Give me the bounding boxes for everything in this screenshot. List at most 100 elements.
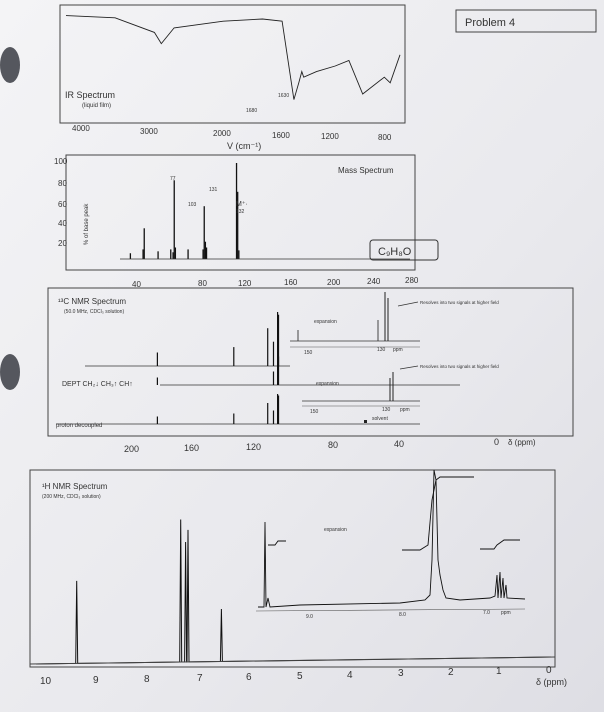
h1-expansion-integral-2 <box>402 476 474 551</box>
c13-x-tick: 0 <box>494 437 499 447</box>
c13-x-tick: 80 <box>328 440 338 450</box>
ir-peak-label-1680: 1680 <box>246 108 257 114</box>
c13-nmr-spectrum: ¹³C NMR Spectrum (50.0 MHz, CDCl₃ soluti… <box>47 287 574 454</box>
c13-x-tick: 200 <box>124 444 139 454</box>
resolves-note-dept: Resolves into two signals at higher fiel… <box>420 364 499 369</box>
binder-hole <box>0 47 20 83</box>
solvent-label: solvent <box>372 416 388 422</box>
h1-expansion-trace <box>258 469 526 608</box>
ms-x-tick: 160 <box>284 278 298 287</box>
c13-dept-peaks <box>156 355 280 385</box>
c13-expansion-dept: expansion 150 130 ppm <box>302 372 420 415</box>
ms-y-tick: 20 <box>58 239 67 248</box>
ir-x-tick: 3000 <box>140 127 158 136</box>
ir-x-tick: 800 <box>378 133 392 142</box>
c13-x-unit: δ (ppm) <box>508 438 536 447</box>
ms-x-tick: 40 <box>132 280 141 289</box>
ms-y-label: % of base peak <box>84 203 90 245</box>
ir-title: IR Spectrum <box>65 90 115 100</box>
ir-subtitle: (liquid film) <box>82 103 111 109</box>
problem-box: Problem 4 <box>455 9 597 33</box>
resolves-arrow-dept <box>399 365 419 370</box>
h1-expansion-label: expansion <box>324 527 347 533</box>
ir-x-tick: 1200 <box>321 132 339 141</box>
c13-dept-expansion-tick: 130 <box>382 407 391 413</box>
solvent-mark <box>364 420 367 423</box>
ms-x-tick: 80 <box>198 279 207 288</box>
h1-x-tick: 8 <box>144 674 150 685</box>
ms-x-tick: 200 <box>327 278 341 287</box>
resolves-note-line: Resolves into two signals at higher fiel… <box>420 300 499 305</box>
resolves-arrow <box>397 301 419 307</box>
ms-y-tick: 40 <box>58 219 67 228</box>
h1-x-tick: 4 <box>347 670 353 681</box>
ir-trace <box>65 15 401 100</box>
c13-expansion-tick: ppm <box>393 347 403 353</box>
ir-x-tick: 2000 <box>213 129 231 138</box>
c13-dept-expansion-tick: 150 <box>310 409 319 415</box>
h1-expansion-tick: 7.0 <box>483 610 490 616</box>
c13-bottom-peaks <box>156 394 280 424</box>
c13-title: ¹³C NMR Spectrum <box>58 297 126 306</box>
h1-x-tick: 2 <box>448 667 454 678</box>
h1-trace <box>35 519 552 665</box>
c13-x-tick: 120 <box>246 442 261 452</box>
c13-subtitle: (50.0 MHz, CDCl₃ solution) <box>64 309 124 315</box>
ms-x-tick: 120 <box>238 279 252 288</box>
molecular-formula: C₉H₈O <box>378 246 412 258</box>
ir-x-tick: 4000 <box>72 124 90 133</box>
h1-expansion-tick: 8.0 <box>399 612 406 618</box>
h1-expansion-axis <box>255 608 526 612</box>
h1-expansion: expansion 9.0 8.0 7.0 ppm <box>255 469 526 620</box>
h1-x-tick: 9 <box>93 675 99 686</box>
h1-expansion-tick: 9.0 <box>306 614 313 620</box>
h1-x-tick: 3 <box>398 668 404 679</box>
h1-x-tick: 10 <box>40 676 52 687</box>
h1-x-tick: 5 <box>297 671 303 682</box>
h1-subtitle: (200 MHz, CDCl₃ solution) <box>42 494 101 500</box>
ms-peak-label-132: 132 <box>236 209 245 215</box>
c13-x-tick: 40 <box>394 439 404 449</box>
c13-expansion-tick: 150 <box>304 350 313 356</box>
h1-expansion-integral-3 <box>480 539 520 550</box>
ms-frame <box>65 154 416 271</box>
ms-peak-label-77: 77 <box>170 176 176 182</box>
h1-x-tick: 1 <box>496 666 502 677</box>
ms-x-tick: 240 <box>367 277 381 286</box>
proton-decoupled-label: proton decoupled <box>56 423 102 429</box>
c13-expansion-top: expansion 150 130 ppm <box>290 292 420 356</box>
c13-dept-expansion-tick: ppm <box>400 407 410 413</box>
ms-x-tick: 280 <box>405 276 419 285</box>
ms-title: Mass Spectrum <box>338 166 394 175</box>
h1-x-axis <box>29 656 556 665</box>
h1-frame <box>29 469 556 668</box>
ms-peak-label-131: 131 <box>209 187 218 193</box>
h1-x-tick: 7 <box>197 673 203 684</box>
h1-expansion-tick: ppm <box>501 610 511 616</box>
c13-dept-expansion-label: expansion <box>316 381 339 387</box>
problem-label: Problem 4 <box>465 17 515 29</box>
ms-y-tick: 100 <box>54 157 68 166</box>
molecular-formula-box: C₉H₈O <box>369 239 439 261</box>
h1-expansion-integral-1 <box>268 540 286 546</box>
ir-x-tick: 1600 <box>272 131 290 140</box>
h1-x-tick: 0 <box>546 665 552 676</box>
ms-peak-label-103: 103 <box>188 202 197 208</box>
ir-peak-label-1630: 1630 <box>278 93 289 99</box>
c13-x-tick: 160 <box>184 443 199 453</box>
ms-y-tick: 80 <box>58 179 67 188</box>
h1-x-unit: δ (ppm) <box>536 677 567 687</box>
dept-label: DEPT CH₂↓ CH₃↑ CH↑ <box>62 381 133 388</box>
binder-hole <box>0 354 20 390</box>
ms-bars <box>129 163 240 259</box>
ir-x-label: V (cm⁻¹) <box>227 141 261 151</box>
c13-expansion-tick: 130 <box>377 347 386 353</box>
h1-nmr-spectrum: ¹H NMR Spectrum (200 MHz, CDCl₃ solution… <box>29 469 567 687</box>
ms-peak-label-molecular-ion: M⁺· <box>236 201 248 208</box>
ir-spectrum: IR Spectrum (liquid film) 1680 1630 4000… <box>59 4 406 151</box>
mass-spectrum: Mass Spectrum % of base peak 100 80 60 4… <box>54 154 439 289</box>
h1-x-tick: 6 <box>246 672 252 683</box>
c13-expansion-label: expansion <box>314 319 337 325</box>
ms-y-tick: 60 <box>58 200 67 209</box>
